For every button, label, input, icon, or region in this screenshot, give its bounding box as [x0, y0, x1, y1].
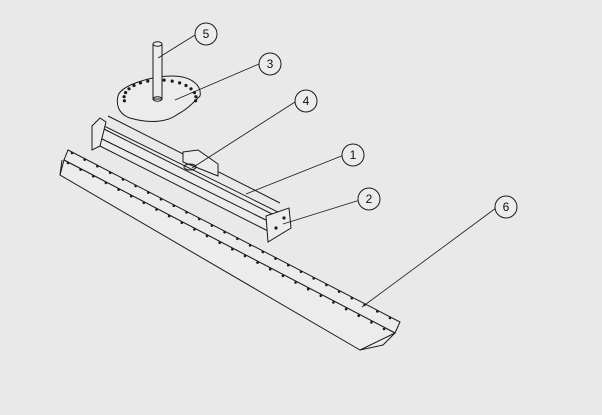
- balloon-2-label: 2: [366, 192, 373, 206]
- leader-4: [191, 101, 296, 169]
- balloon-4-label: 4: [303, 94, 310, 108]
- part-1-channel-beam[interactable]: [91, 115, 281, 233]
- part-5-shaft[interactable]: [152, 41, 163, 102]
- part-6-perforated-rail[interactable]: [59, 149, 401, 351]
- balloon-5[interactable]: 5: [194, 22, 218, 46]
- leader-2: [282, 199, 361, 225]
- rail-holes: [66, 151, 392, 331]
- balloon-1[interactable]: 1: [341, 143, 365, 167]
- balloon-6-label: 6: [503, 200, 510, 214]
- balloon-1-label: 1: [350, 148, 357, 162]
- leader-1: [245, 154, 345, 195]
- leader-5: [157, 34, 196, 59]
- part-balloons: 5 3 4 1 2 6: [194, 22, 518, 219]
- leader-lines: [157, 34, 497, 308]
- balloon-3[interactable]: 3: [258, 52, 282, 76]
- balloon-3-label: 3: [267, 57, 274, 71]
- part-2-end-plate[interactable]: [265, 207, 292, 243]
- balloon-4[interactable]: 4: [294, 89, 318, 113]
- leader-6: [361, 207, 497, 308]
- leader-3: [174, 63, 260, 101]
- balloon-5-label: 5: [203, 27, 210, 41]
- balloon-6[interactable]: 6: [494, 195, 518, 219]
- balloon-2[interactable]: 2: [357, 187, 381, 211]
